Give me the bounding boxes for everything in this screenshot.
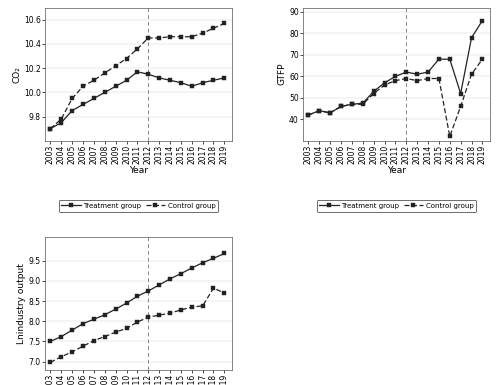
Y-axis label: CO₂: CO₂ bbox=[12, 66, 21, 83]
Legend: Treatment group, Control group: Treatment group, Control group bbox=[316, 200, 476, 212]
X-axis label: Year: Year bbox=[387, 166, 406, 175]
Legend: Treatment group, Control group: Treatment group, Control group bbox=[58, 200, 218, 212]
X-axis label: Year: Year bbox=[129, 166, 148, 175]
Y-axis label: Lnindustry output: Lnindustry output bbox=[17, 263, 26, 343]
Y-axis label: GTFP: GTFP bbox=[278, 63, 286, 85]
